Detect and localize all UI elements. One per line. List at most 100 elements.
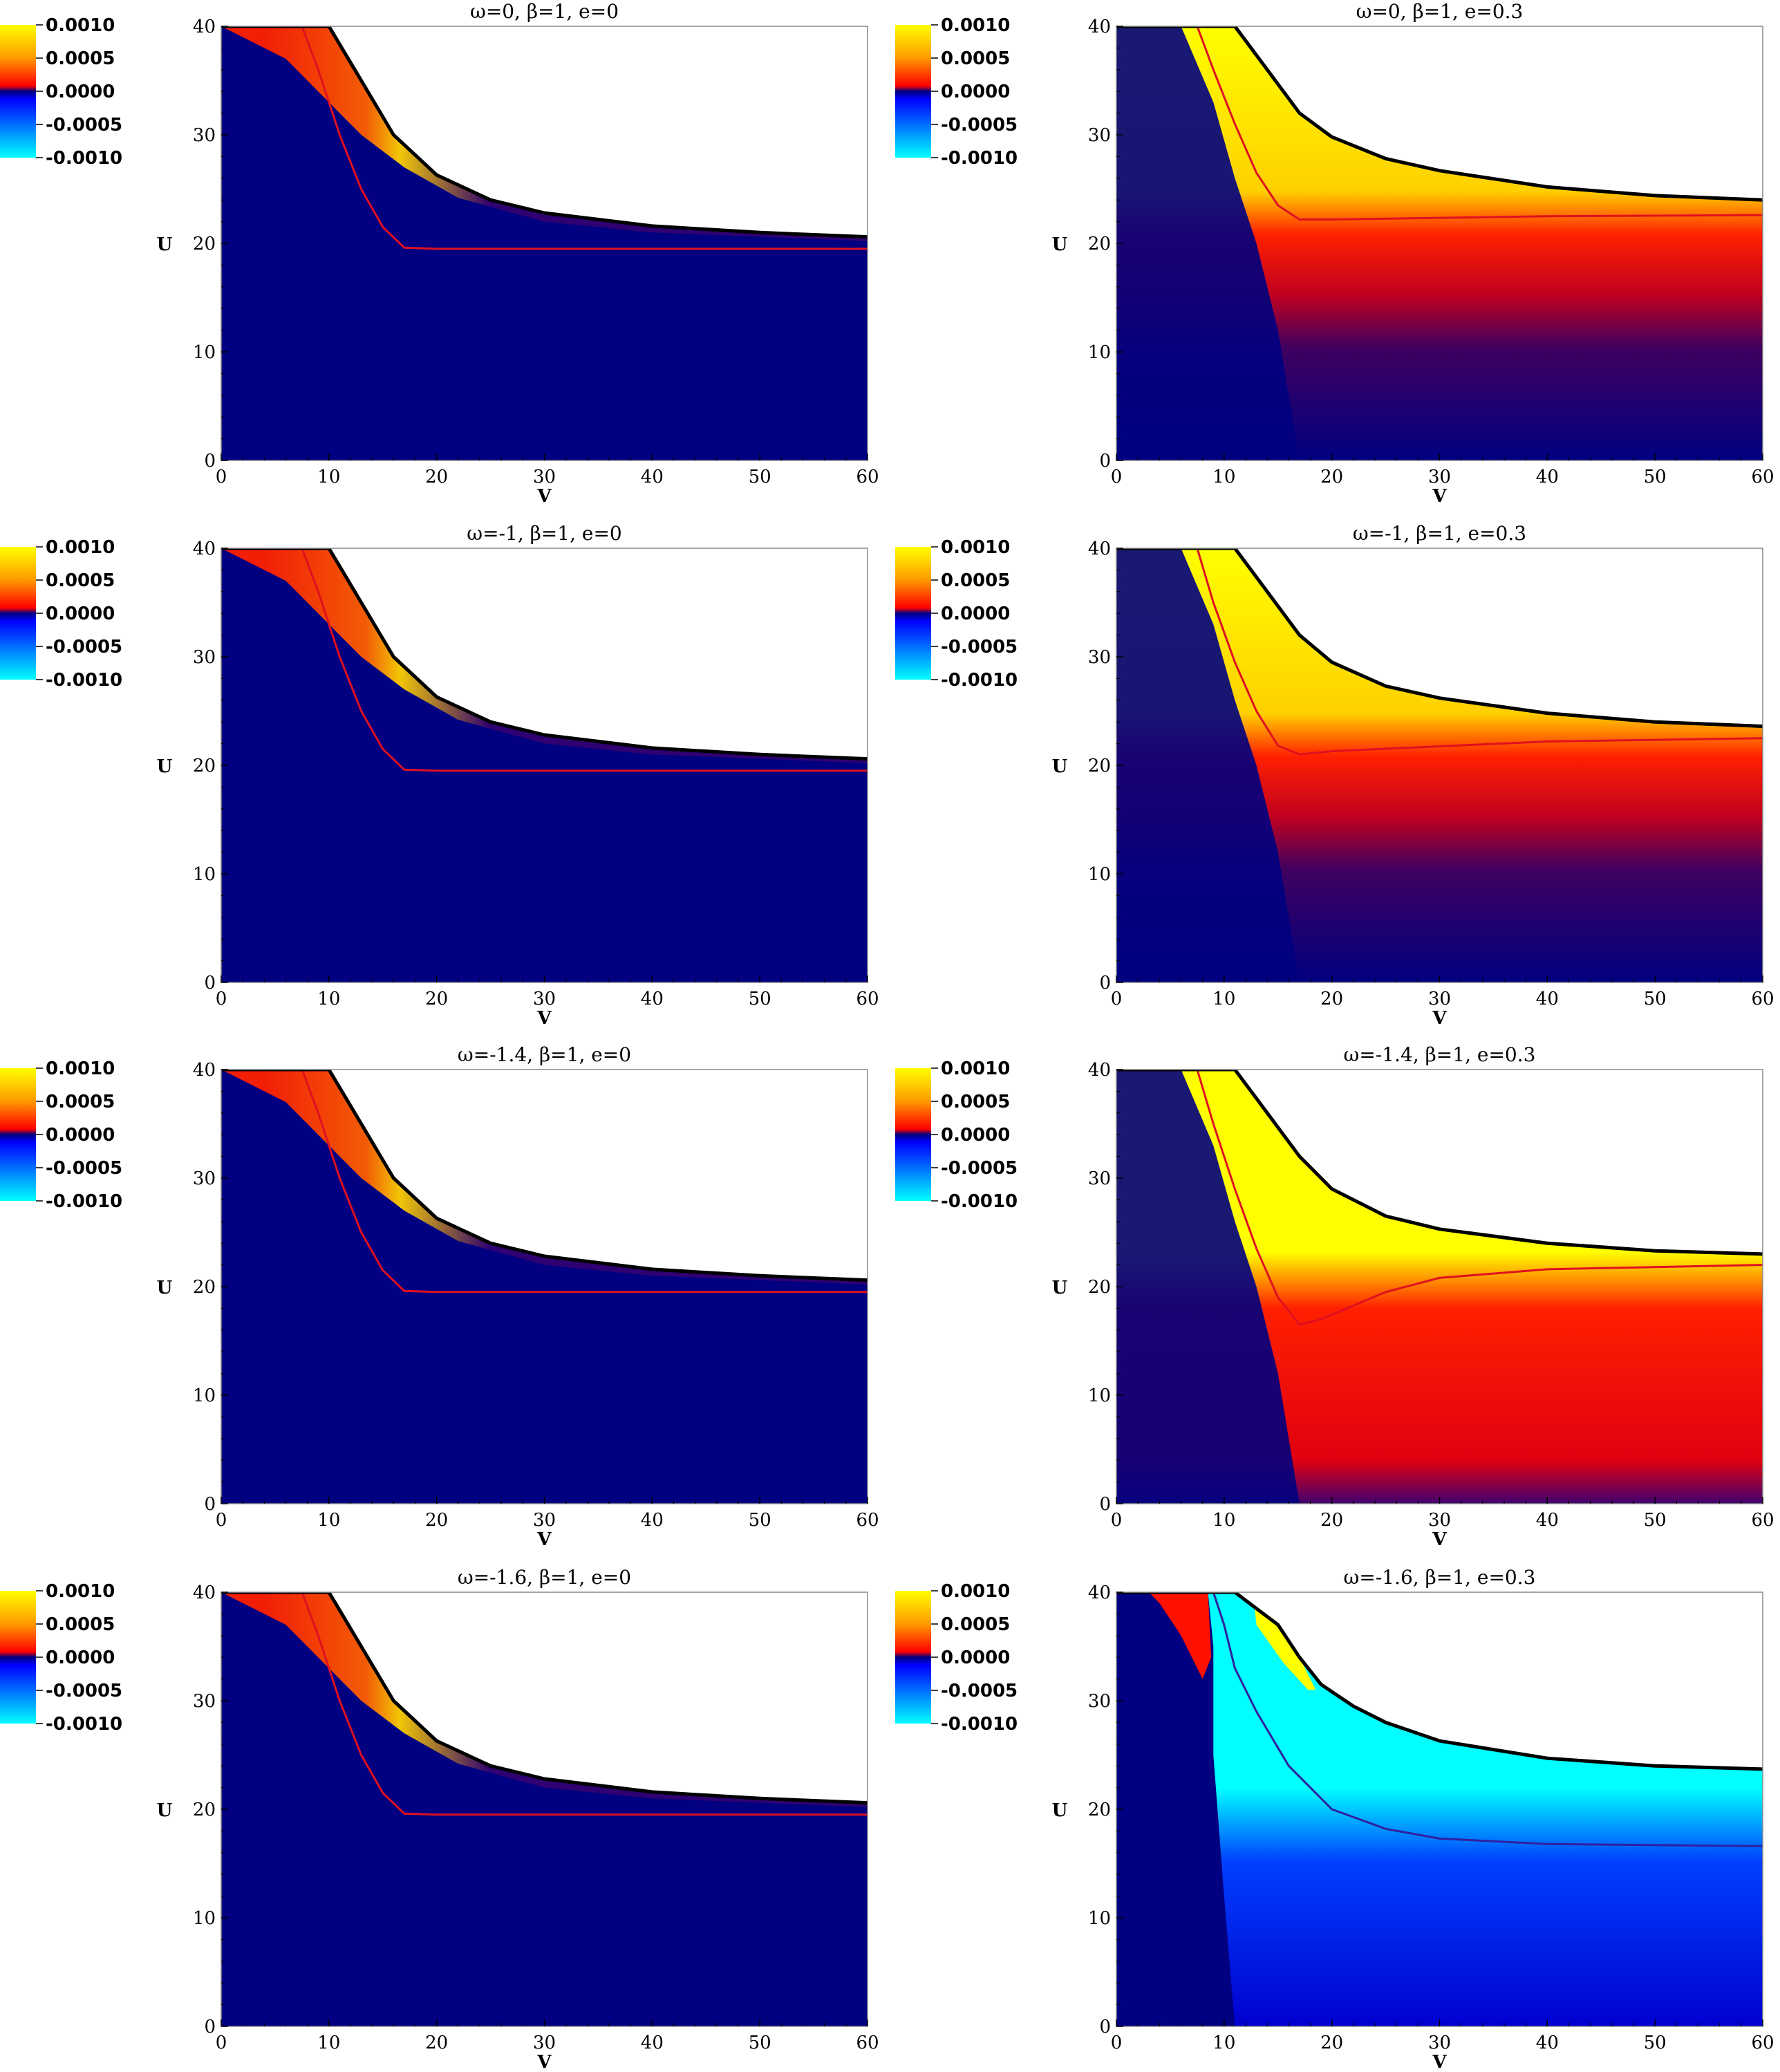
x-tick-label: 60 <box>856 1510 879 1531</box>
x-tick-label: 10 <box>1212 989 1235 1009</box>
y-tick-label: 0 <box>1099 973 1111 993</box>
colorbar-tick-label: 0.0000 <box>46 82 115 102</box>
y-tick-label: 20 <box>193 1277 216 1298</box>
colorbar <box>0 25 36 158</box>
y-tick-label: 0 <box>204 2017 216 2037</box>
x-tick-label: 0 <box>216 2033 227 2053</box>
y-tick-label: 40 <box>193 17 216 37</box>
cold-wedge <box>1116 1592 1235 2026</box>
cold-wedge <box>1116 26 1300 460</box>
y-tick-label: 0 <box>1099 2017 1111 2037</box>
colorbar-tick-label: -0.0010 <box>941 1714 1018 1735</box>
boundary-curve <box>1116 1070 1763 1256</box>
y-tick-label: 40 <box>1088 1583 1111 1603</box>
colorbar-tick-label: 0.0000 <box>941 1125 1010 1146</box>
x-tick-label: 30 <box>533 989 556 1009</box>
x-tick-label: 30 <box>1428 1510 1451 1531</box>
x-tick-label: 10 <box>317 989 340 1009</box>
colorbar-tick-label: 0.0005 <box>46 1092 115 1112</box>
x-tick-label: 50 <box>749 2033 771 2053</box>
colorbar <box>895 547 931 680</box>
panel-title: ω=-1.6, β=1, e=0 <box>458 1566 631 1589</box>
boundary-curve <box>221 1070 868 1282</box>
x-tick-label: 60 <box>856 467 879 487</box>
x-tick-label: 40 <box>641 2033 664 2053</box>
x-axis-label: V <box>536 1008 552 1029</box>
colorbar-tick-label: 0.0005 <box>941 570 1010 591</box>
warm-band <box>221 1070 868 1285</box>
x-tick-label: 20 <box>1320 989 1343 1009</box>
y-axis-label: U <box>157 1800 173 1821</box>
x-tick-label: 60 <box>856 989 879 1009</box>
x-tick-label: 10 <box>1212 2033 1235 2053</box>
x-tick-label: 60 <box>1751 989 1774 1009</box>
colorbar-tick-label: 0.0005 <box>941 1092 1010 1112</box>
colorbar-tick-label: 0.0005 <box>941 1614 1010 1635</box>
y-tick-label: 40 <box>193 1583 216 1603</box>
x-tick-label: 40 <box>641 1510 664 1531</box>
x-tick-label: 60 <box>856 2033 879 2053</box>
y-tick-label: 0 <box>204 973 216 993</box>
colorbar-tick-label: -0.0010 <box>46 148 122 169</box>
colorbar-tick-label: -0.0010 <box>941 1191 1018 1212</box>
colorbar-tick-label: 0.0000 <box>941 82 1010 102</box>
colorbar-tick-label: 0.0010 <box>941 1058 1010 1079</box>
y-axis-label: U <box>1052 1800 1068 1821</box>
colorbar-tick-label: 0.0005 <box>941 48 1010 69</box>
panel-title: ω=-1, β=1, e=0.3 <box>1353 522 1526 545</box>
x-tick-label: 40 <box>1536 2033 1559 2053</box>
x-tick-label: 30 <box>533 1510 556 1531</box>
colorbar <box>895 1591 931 1724</box>
x-tick-label: 0 <box>1111 467 1123 487</box>
x-tick-label: 0 <box>216 989 227 1009</box>
x-axis-label: V <box>1432 1529 1447 1550</box>
colorbar-tick-label: 0.0000 <box>46 1125 115 1146</box>
warm-band <box>221 548 868 763</box>
colorbar-tick-label: -0.0010 <box>46 1714 122 1735</box>
cold-wedge <box>1116 548 1300 982</box>
colorbar <box>0 547 36 680</box>
colorbar-tick-label: 0.0010 <box>941 1581 1010 1602</box>
horizon-curve <box>1196 1070 1763 1326</box>
y-tick-label: 40 <box>193 1060 216 1081</box>
colorbar-tick-label: 0.0010 <box>941 537 1010 558</box>
x-axis-label: V <box>536 1529 552 1550</box>
x-tick-label: 50 <box>1644 467 1667 487</box>
colorbar <box>895 1068 931 1201</box>
colorbar-tick-label: -0.0010 <box>46 1191 122 1212</box>
colorbar-tick-label: 0.0000 <box>46 604 115 624</box>
boundary-curve <box>1116 548 1763 728</box>
x-tick-label: 30 <box>533 467 556 487</box>
panel-title: ω=-1.4, β=1, e=0.3 <box>1344 1043 1536 1066</box>
x-tick-label: 50 <box>1644 1510 1667 1531</box>
colorbar-tick-label: 0.0005 <box>46 1614 115 1635</box>
x-tick-label: 30 <box>1428 2033 1451 2053</box>
colorbar-tick-label: -0.0005 <box>941 637 1018 657</box>
colorbar-tick-label: 0.0000 <box>941 604 1010 624</box>
colorbar-tick-label: 0.0000 <box>941 1648 1010 1668</box>
colorbar-tick-label: -0.0005 <box>941 1158 1018 1179</box>
y-tick-label: 30 <box>193 1691 216 1712</box>
x-tick-label: 20 <box>425 2033 448 2053</box>
x-tick-label: 50 <box>749 1510 771 1531</box>
panel-0: 0 10 20 30 40 50 60 0 10 20 30 40 V Uω=0, β=1, e=0 0.0… <box>0 0 879 507</box>
y-axis-label: U <box>157 234 173 255</box>
horizon-curve <box>301 26 868 250</box>
warm-band <box>221 26 868 241</box>
y-tick-label: 40 <box>1088 17 1111 37</box>
y-tick-label: 10 <box>193 1908 216 1929</box>
x-tick-label: 40 <box>1536 467 1559 487</box>
horizon-curve <box>301 548 868 772</box>
x-axis-label: V <box>1432 2052 1447 2072</box>
panel-title: ω=-1.4, β=1, e=0 <box>458 1043 631 1066</box>
yellow-patch <box>1254 1605 1316 1690</box>
cold-wedge <box>1116 1070 1300 1504</box>
colorbar-tick-label: 0.0010 <box>46 1058 115 1079</box>
y-tick-label: 10 <box>193 864 216 885</box>
warm-band <box>221 1592 868 1807</box>
y-tick-label: 40 <box>193 539 216 559</box>
x-tick-label: 40 <box>1536 989 1559 1009</box>
colorbar-tick-label: 0.0010 <box>941 15 1010 36</box>
